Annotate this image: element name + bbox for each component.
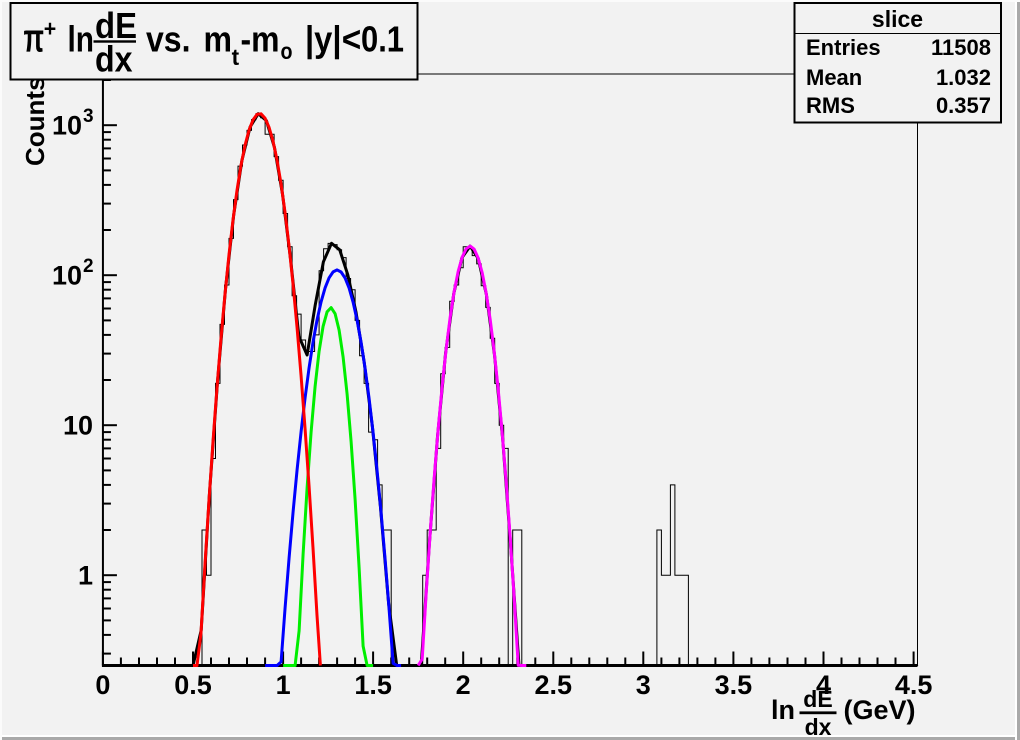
svg-text:3: 3 (83, 106, 94, 127)
svg-text:2.5: 2.5 (535, 670, 573, 700)
svg-text:0.1: 0.1 (361, 19, 404, 60)
svg-text:2: 2 (83, 256, 94, 277)
svg-text:1: 1 (276, 670, 291, 700)
svg-text:10: 10 (63, 411, 93, 441)
svg-text:dE: dE (95, 5, 137, 46)
svg-text:Counts: Counts (20, 76, 50, 166)
svg-text:Mean: Mean (806, 65, 862, 90)
svg-text:3: 3 (636, 670, 651, 700)
svg-text:0.5: 0.5 (174, 670, 212, 700)
svg-text:o: o (281, 38, 293, 64)
svg-text:+: + (44, 16, 57, 42)
svg-text:3.5: 3.5 (715, 670, 753, 700)
svg-text:1: 1 (78, 561, 93, 591)
svg-text:<: < (342, 19, 362, 60)
svg-text:10: 10 (52, 261, 82, 291)
svg-text:ln: ln (68, 19, 95, 60)
svg-text:-m: -m (241, 19, 280, 60)
svg-text:1.032: 1.032 (936, 65, 991, 90)
svg-text:|y|: |y| (305, 19, 342, 61)
svg-text:vs.: vs. (146, 19, 191, 60)
svg-text:π: π (24, 17, 45, 61)
svg-text:m: m (204, 19, 233, 60)
svg-text:2: 2 (456, 670, 471, 700)
svg-text:11508: 11508 (931, 35, 991, 60)
svg-text:dE: dE (803, 686, 832, 712)
svg-text:t: t (232, 44, 240, 70)
svg-text:dx: dx (95, 39, 133, 80)
svg-text:10: 10 (52, 111, 82, 141)
svg-text:ln: ln (771, 695, 795, 725)
svg-text:dx: dx (805, 714, 832, 740)
svg-text:(GeV): (GeV) (844, 695, 916, 725)
svg-text:4: 4 (816, 670, 831, 700)
svg-text:RMS: RMS (806, 93, 855, 118)
svg-text:slice: slice (872, 6, 923, 32)
svg-text:1.5: 1.5 (354, 670, 392, 700)
svg-text:4.5: 4.5 (895, 670, 933, 700)
svg-text:0.357: 0.357 (936, 93, 991, 118)
svg-text:Entries: Entries (806, 35, 881, 60)
svg-text:0: 0 (95, 670, 110, 700)
